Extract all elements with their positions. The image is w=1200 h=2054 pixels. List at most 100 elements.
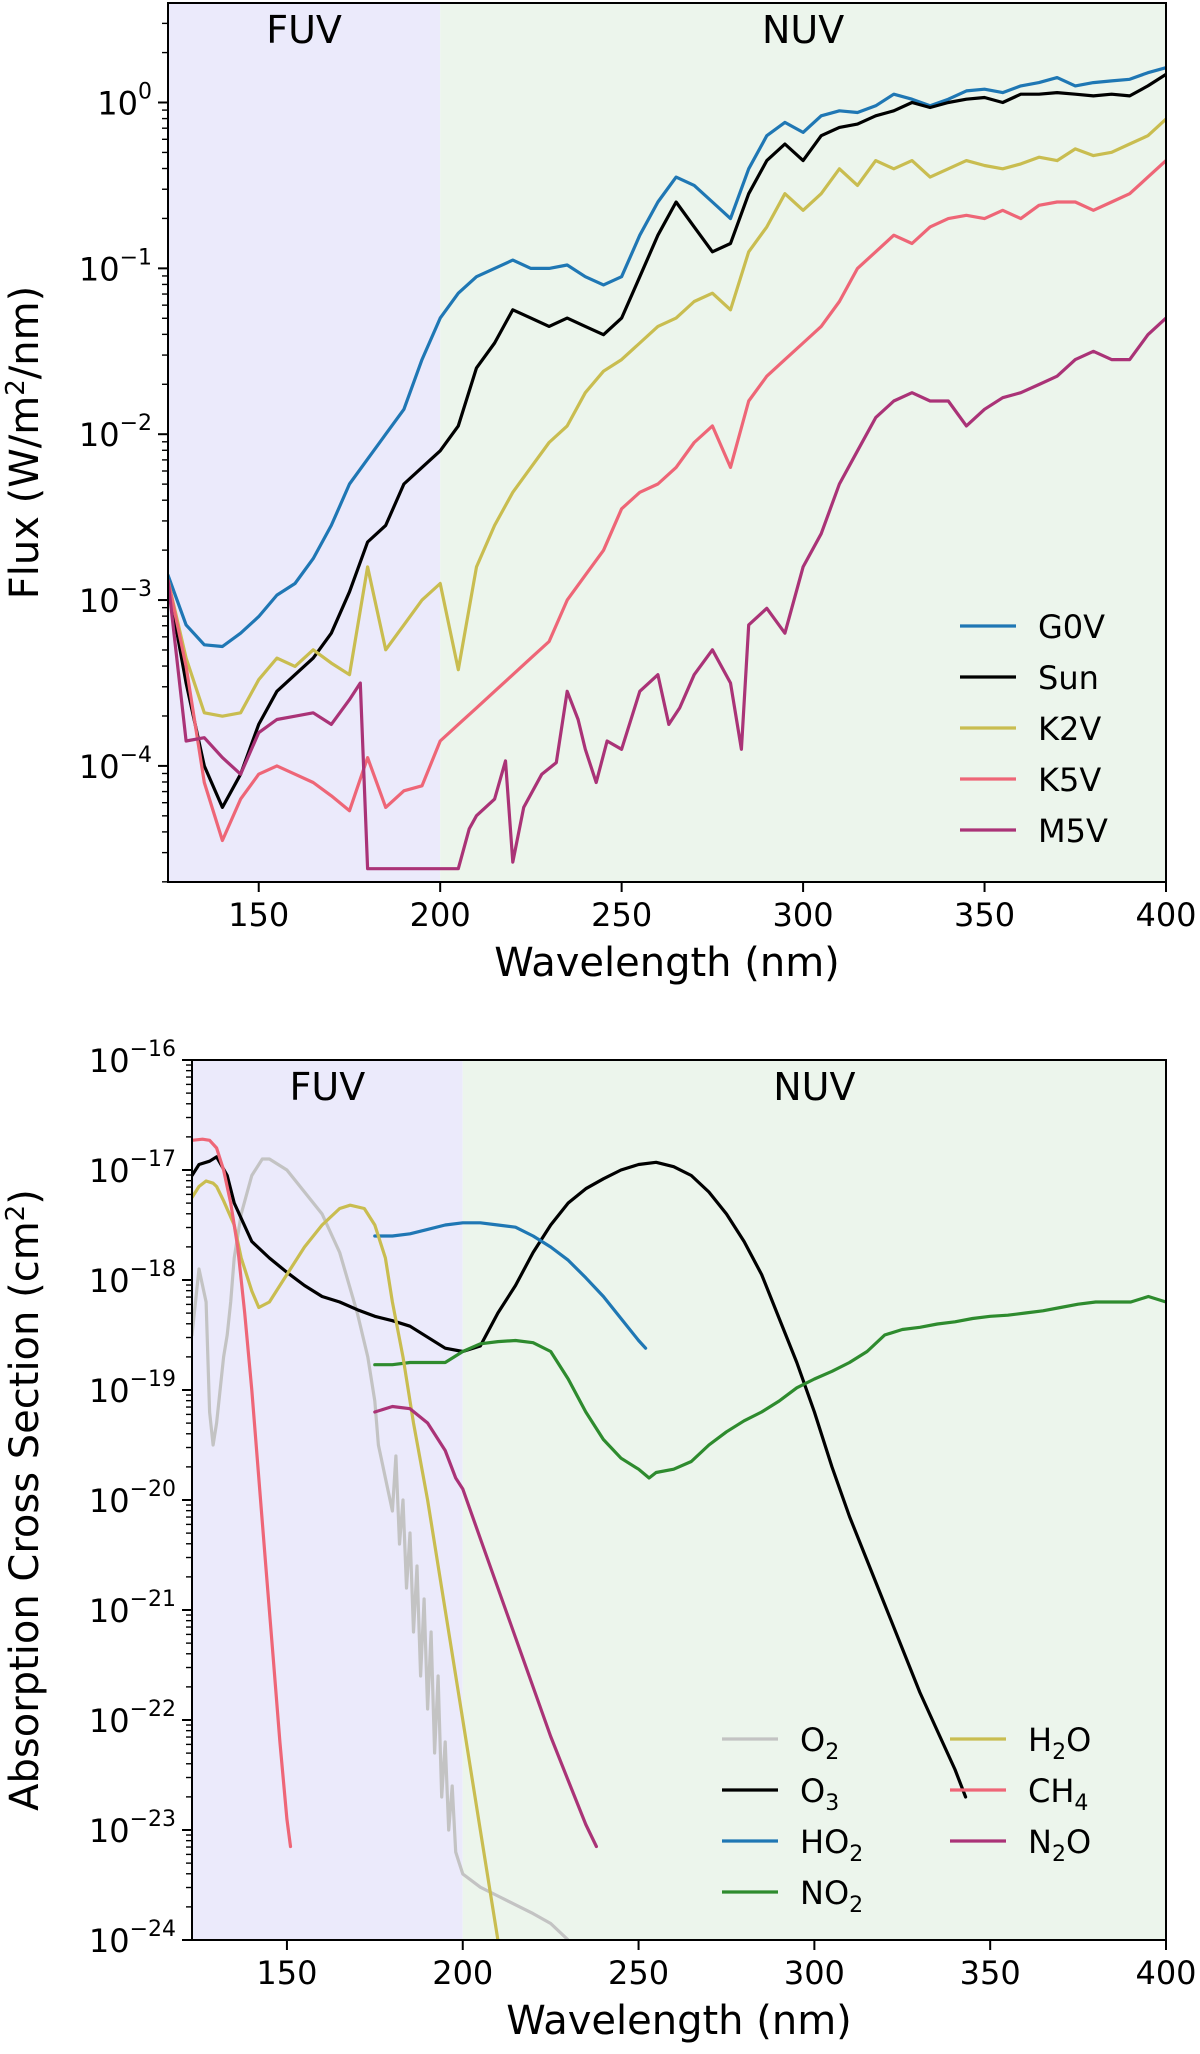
x-tick-label: 150 [256, 1954, 317, 1992]
legend-label-tail: O [1066, 1721, 1091, 1759]
x-axis-label: Wavelength (nm) [494, 940, 840, 986]
y-tick-base: 10 [89, 1152, 130, 1190]
legend-label-sub: 2 [825, 1740, 839, 1765]
legend-label-o3: O3 [800, 1772, 839, 1816]
series-group [192, 1137, 1166, 1940]
y-tick-label: 10−17 [89, 1147, 176, 1190]
y-tick-exponent: 0 [138, 80, 152, 105]
legend-label-sun: Sun [1038, 659, 1099, 697]
x-tick-label: 350 [954, 896, 1015, 934]
y-tick-label: 10−21 [89, 1587, 176, 1630]
x-tick-label: 300 [784, 1954, 845, 1992]
x-tick-label: 250 [608, 1954, 669, 1992]
series-line-ho2 [373, 1221, 648, 1350]
y-tick-base: 10 [79, 416, 120, 454]
y-axis-label-sup: 2 [1, 1205, 31, 1222]
y-tick-label: 10−16 [89, 1037, 176, 1080]
y-tick-label: 10−23 [89, 1807, 176, 1850]
legend-label-k2v: K2V [1038, 710, 1101, 748]
x-axis-label: Wavelength (nm) [506, 1998, 852, 2044]
legend-label-m5v: M5V [1038, 812, 1108, 850]
legend-label-sub: 4 [1074, 1791, 1088, 1816]
y-tick-base: 10 [79, 748, 120, 786]
legend-label-h2o: H2O [1028, 1721, 1091, 1765]
series-line-o2 [192, 1157, 571, 1940]
chart-panel-1: FUV NUV 150 200 250 300 350 400 Wavelength (nm) 1… [1, 2, 1197, 986]
series-line-k2v [168, 117, 1166, 718]
legend-label-g0v: G0V [1038, 608, 1105, 646]
legend-label-n2o: N2O [1028, 1823, 1091, 1867]
y-tick-exponent: −3 [120, 577, 152, 602]
legend-label-o2: O2 [800, 1721, 839, 1765]
x-tick-label: 300 [773, 896, 834, 934]
y-tick-exponent: −19 [130, 1367, 176, 1392]
y-tick-base: 10 [89, 1922, 130, 1960]
legend-label-sub: 2 [1052, 1740, 1066, 1765]
y-tick-label: 10−22 [89, 1697, 176, 1740]
y-tick-base: 10 [89, 1042, 130, 1080]
legend-label-main: HO [800, 1823, 849, 1861]
y-tick-base: 10 [89, 1372, 130, 1410]
series-line-g0v [168, 66, 1166, 649]
region-band-fuv [168, 3, 441, 882]
series-line-ch4 [192, 1137, 293, 1849]
y-tick-base: 10 [89, 1482, 130, 1520]
y-tick-base: 10 [97, 85, 138, 123]
x-tick-label: 250 [591, 896, 652, 934]
y-tick-label: 10−18 [89, 1257, 176, 1300]
y-tick-label: 10−20 [89, 1477, 176, 1520]
y-tick-base: 10 [89, 1262, 130, 1300]
y-tick-exponent: −22 [130, 1697, 176, 1722]
y-axis-label-tail: ) [2, 1189, 48, 1205]
legend-label-k5v: K5V [1038, 761, 1101, 799]
legend-label-sub: 2 [849, 1842, 863, 1867]
x-tick-label: 350 [960, 1954, 1021, 1992]
series-group [168, 66, 1166, 871]
y-tick-exponent: −18 [130, 1257, 176, 1282]
legend-label-main: CH [1028, 1772, 1074, 1810]
y-tick-base: 10 [89, 1812, 130, 1850]
x-tick-label: 400 [1135, 1954, 1196, 1992]
y-axis-label-main: Absorption Cross Section (cm [2, 1221, 48, 1811]
chart-panel-2: FUV NUV 150 200 250 300 350 400 Wavelength (nm) 1… [1, 1037, 1197, 2044]
x-tick-label: 200 [432, 1954, 493, 1992]
region-label-nuv: NUV [773, 1065, 855, 1109]
y-tick-exponent: −16 [130, 1037, 176, 1062]
y-tick-base: 10 [89, 1702, 130, 1740]
legend-label-main: NO [800, 1874, 849, 1912]
y-tick-base: 10 [79, 250, 120, 288]
legend-label-main: O [800, 1772, 825, 1810]
series-line-no2 [373, 1294, 1166, 1480]
x-tick-label: 150 [228, 896, 289, 934]
legend-label-main: N [1028, 1823, 1052, 1861]
legend-label-sub: 2 [849, 1893, 863, 1918]
x-tick-label: 200 [410, 896, 471, 934]
y-axis-label: Absorption Cross Section (cm2) [1, 1189, 48, 1811]
legend-label-no2: NO2 [800, 1874, 863, 1918]
y-axis-label-tail: /nm) [2, 286, 48, 379]
region-label-nuv: NUV [762, 8, 844, 52]
y-tick-base: 10 [79, 582, 120, 620]
series-line-m5v [168, 316, 1166, 871]
y-axis-label-main: Flux (W/m [2, 396, 48, 599]
y-tick-exponent: −4 [120, 743, 152, 768]
legend-label-tail: O [1066, 1823, 1091, 1861]
y-tick-exponent: −24 [130, 1917, 176, 1942]
y-tick-label: 10−24 [89, 1917, 176, 1960]
legend-label-sub: 3 [825, 1791, 839, 1816]
y-tick-exponent: −21 [130, 1587, 176, 1612]
y-tick-label: 10−1 [79, 245, 152, 288]
legend-label-ch4: CH4 [1028, 1772, 1088, 1816]
y-tick-exponent: −1 [120, 245, 152, 270]
y-tick-label: 10−2 [79, 411, 152, 454]
legend-label-main: H [1028, 1721, 1052, 1759]
legend: G0V Sun K2V K5V M5V [960, 608, 1108, 850]
series-line-h2o [192, 1179, 500, 1940]
series-line-o3 [192, 1155, 968, 1799]
series-line-n2o [373, 1404, 598, 1849]
y-axis-label-sup: 2 [1, 379, 31, 396]
y-tick-label: 10−3 [79, 577, 152, 620]
y-tick-exponent: −17 [130, 1147, 176, 1172]
region-label-fuv: FUV [290, 1065, 366, 1109]
